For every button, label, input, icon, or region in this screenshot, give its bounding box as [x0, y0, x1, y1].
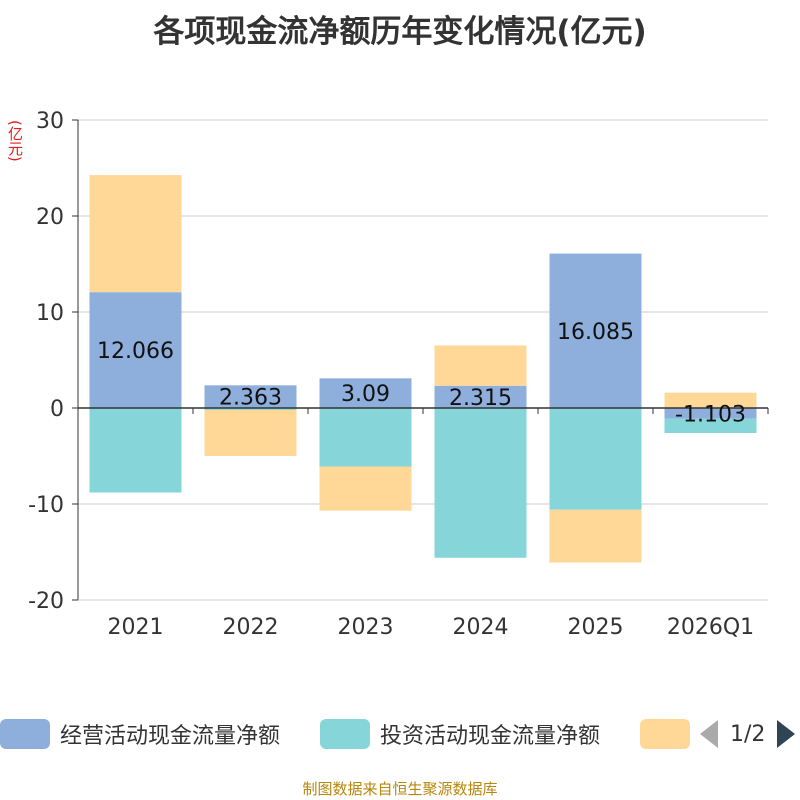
- bar-investing: [549, 408, 642, 510]
- y-tick-label: -20: [28, 589, 64, 614]
- data-label: 2.363: [219, 386, 282, 411]
- legend-item-investing[interactable]: 投资活动现金流量净额: [320, 716, 600, 752]
- legend-label-operating: 经营活动现金流量净额: [60, 724, 281, 749]
- data-label: -1.103: [675, 402, 746, 427]
- y-tick-label: 30: [36, 109, 64, 134]
- bar-investing: [319, 408, 412, 467]
- x-tick-label: 2026Q1: [667, 615, 754, 640]
- bar-operating: [319, 378, 412, 408]
- y-tick-label: 10: [36, 301, 64, 326]
- legend-page-indicator: 1/2: [730, 721, 766, 747]
- legend-item-financing[interactable]: [640, 716, 700, 752]
- chart-title: 各项现金流净额历年变化情况(亿元): [153, 14, 647, 50]
- bar-investing: [204, 408, 297, 410]
- bar-operating: [204, 385, 297, 408]
- data-label: 16.085: [557, 320, 634, 345]
- data-label: 3.09: [341, 382, 390, 407]
- legend-pager: 1/2: [700, 716, 796, 752]
- bar-operating: [664, 408, 757, 419]
- legend-prev-arrow-icon[interactable]: [700, 720, 718, 748]
- legend-swatch-financing: [640, 719, 690, 749]
- x-tick-label: 2025: [568, 615, 624, 640]
- y-tick-label: 0: [50, 397, 64, 422]
- bar-financing: [434, 345, 527, 386]
- bar-financing: [664, 392, 757, 408]
- data-label: 12.066: [97, 339, 174, 364]
- data-source-note: 制图数据来自恒生聚源数据库: [302, 780, 498, 798]
- x-tick-label: 2024: [453, 615, 509, 640]
- bar-operating: [434, 385, 527, 408]
- y-tick-label: 20: [36, 205, 64, 230]
- bar-financing: [89, 175, 182, 293]
- legend: 经营活动现金流量净额 投资活动现金流量净额: [0, 716, 800, 756]
- x-tick-label: 2021: [108, 615, 164, 640]
- bar-financing: [204, 409, 297, 456]
- legend-swatch-operating: [0, 719, 50, 749]
- y-axis-unit: (亿元): [6, 120, 24, 162]
- bar-operating: [549, 253, 642, 408]
- y-tick-label: -10: [28, 493, 64, 518]
- bar-financing: [319, 466, 412, 511]
- bar-investing: [89, 408, 182, 493]
- data-label: 2.315: [449, 386, 512, 411]
- cashflow-chart: -20 -10 0 10 20 30 2021 2022 2023 2024 2025 2026Q1 1…: [28, 109, 769, 640]
- x-tick-label: 2023: [338, 615, 394, 640]
- bar-financing: [549, 509, 642, 563]
- legend-item-operating[interactable]: 经营活动现金流量净额: [0, 716, 280, 752]
- legend-label-investing: 投资活动现金流量净额: [380, 724, 601, 749]
- bar-operating: [89, 292, 182, 408]
- legend-next-arrow-icon[interactable]: [777, 720, 796, 748]
- x-tick-label: 2022: [223, 615, 279, 640]
- legend-swatch-investing: [320, 719, 370, 749]
- bar-investing: [664, 418, 757, 433]
- bar-investing: [434, 408, 527, 558]
